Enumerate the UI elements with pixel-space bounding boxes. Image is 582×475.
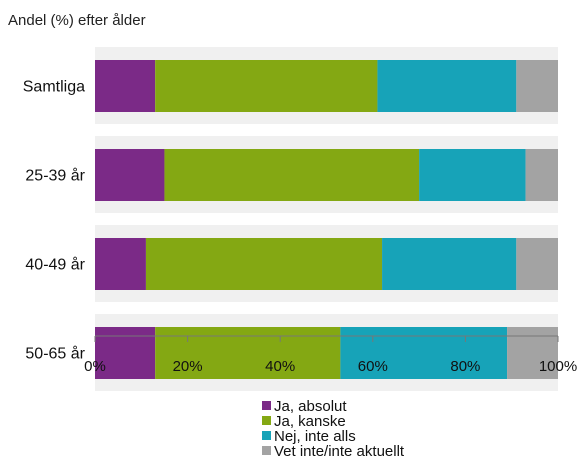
x-tick-label: 0% (84, 358, 106, 375)
legend-swatch (262, 446, 271, 455)
bar-segment (516, 238, 558, 290)
x-axis-ticks: 0% 20% 40% 60% 80% 100% (84, 336, 577, 375)
bar-segment (155, 60, 378, 112)
legend-swatch (262, 401, 271, 410)
category-labels: Samtliga 25-39 år 40-49 år 50-65 år (23, 79, 86, 363)
bar-segment (419, 149, 526, 201)
bar-segment (95, 149, 165, 201)
bars (95, 60, 558, 379)
bar-segment (95, 238, 146, 290)
category-label: 50-65 år (25, 345, 85, 363)
x-tick-label: 60% (358, 358, 388, 375)
bar-segment (382, 238, 517, 290)
legend-swatch (262, 431, 271, 440)
legend-label: Ja, absolut (274, 398, 347, 415)
bar-segment (164, 149, 420, 201)
bar-segment (525, 149, 558, 201)
x-tick-label: 100% (539, 358, 577, 375)
category-label: Samtliga (23, 79, 85, 96)
legend-label: Ja, kanske (274, 413, 346, 430)
bar-segment (377, 60, 517, 112)
category-label: 40-49 år (25, 256, 85, 274)
legend-swatch (262, 416, 271, 425)
x-tick-label: 40% (265, 358, 295, 375)
category-label: 25-39 år (25, 167, 85, 185)
legend-label: Nej, inte alls (274, 428, 356, 445)
x-tick-label: 20% (173, 358, 203, 375)
legend-label: Vet inte/inte aktuellt (274, 443, 405, 460)
bar-segment (95, 60, 156, 112)
x-tick-label: 80% (450, 358, 480, 375)
bar-segment (516, 60, 558, 112)
chart-title: Andel (%) efter ålder (8, 12, 146, 29)
bar-segment (145, 238, 383, 290)
